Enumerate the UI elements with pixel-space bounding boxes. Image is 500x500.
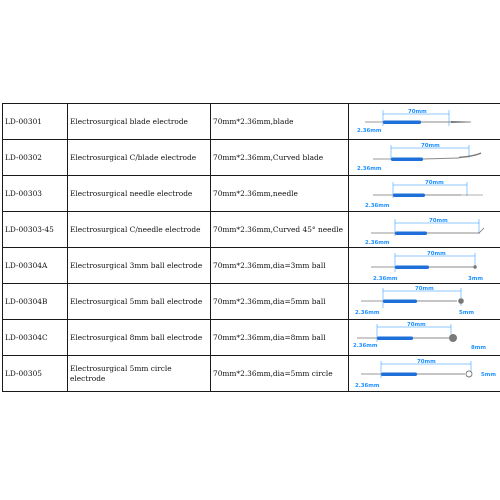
length-dimension-label: 70mm xyxy=(425,180,444,186)
diameter-dimension-label: 2.36mm xyxy=(353,343,378,349)
product-description: Electrosurgical 5mm ball electrode xyxy=(67,283,211,320)
product-code: LD-00302 xyxy=(2,139,68,176)
product-description: Electrosurgical 3mm ball electrode xyxy=(67,247,211,284)
curved-blade-electrode-illustration: 70mm 2.36mm xyxy=(357,143,482,172)
electrode-figure: 70mm 2.36mm xyxy=(348,139,500,176)
product-code: LD-00304C xyxy=(2,319,68,356)
product-spec: 70mm*2.36mm,dia=8mm ball xyxy=(210,319,349,356)
table-row: LD-00303-45 Electrosurgical C/needle ele… xyxy=(2,211,500,248)
length-dimension-label: 70mm xyxy=(417,359,436,365)
length-dimension-label: 70mm xyxy=(415,286,434,292)
electrode-figure: 70mm 2.36mm 5mm xyxy=(348,355,500,392)
diameter-dimension-label: 2.36mm xyxy=(357,166,382,172)
diameter-dimension-label: 2.36mm xyxy=(365,203,390,209)
product-spec: 70mm*2.36mm,Curved blade xyxy=(210,139,349,176)
tip-dimension-label: 5mm xyxy=(481,372,496,378)
length-dimension-label: 70mm xyxy=(429,218,448,224)
length-dimension-label: 70mm xyxy=(421,143,440,149)
length-dimension-label: 70mm xyxy=(427,251,446,257)
electrode-figure: 70mm 2.36mm 5mm xyxy=(348,283,500,320)
product-description: Electrosurgical C/blade electrode xyxy=(67,139,211,176)
diameter-dimension-label: 2.36mm xyxy=(355,383,380,389)
needle-electrode-illustration: 70mm 2.36mm xyxy=(365,180,483,209)
tip-dimension-label: 5mm xyxy=(459,310,474,316)
diameter-dimension-label: 2.36mm xyxy=(373,276,398,282)
product-description: Electrosurgical C/needle electrode xyxy=(67,211,211,248)
length-dimension-label: 70mm xyxy=(408,109,427,115)
electrode-figure: 70mm 2.36mm xyxy=(348,103,500,140)
table-row: LD-00303 Electrosurgical needle electrod… xyxy=(2,175,500,212)
product-description: Electrosurgical blade electrode xyxy=(67,103,211,140)
diameter-dimension-label: 2.36mm xyxy=(355,310,380,316)
table-row: LD-00305 Electrosurgical 5mm circle elec… xyxy=(2,355,500,392)
product-spec: 70mm*2.36mm,dia=5mm circle xyxy=(210,355,349,392)
blade-electrode-illustration: 70mm 2.36mm xyxy=(357,109,471,134)
product-spec: 70mm*2.36mm,blade xyxy=(210,103,349,140)
ball-electrode-illustration: 70mm 2.36mm 5mm xyxy=(355,286,474,316)
product-spec: 70mm*2.36mm,Curved 45° needle xyxy=(210,211,349,248)
product-code: LD-00304B xyxy=(2,283,68,320)
table-row: LD-00304B Electrosurgical 5mm ball elect… xyxy=(2,283,500,320)
table-row: LD-00304C Electrosurgical 8mm ball elect… xyxy=(2,319,500,356)
product-description: Electrosurgical 8mm ball electrode xyxy=(67,319,211,356)
product-spec: 70mm*2.36mm,needle xyxy=(210,175,349,212)
product-code: LD-00305 xyxy=(2,355,68,392)
electrode-figure: 70mm 2.36mm 3mm xyxy=(348,247,500,284)
tip-dimension-label: 3mm xyxy=(468,276,483,282)
electrode-catalog-table: LD-00301 Electrosurgical blade electrode… xyxy=(2,103,500,392)
circle-electrode-illustration: 70mm 2.36mm 5mm xyxy=(355,359,496,389)
product-spec: 70mm*2.36mm,dia=3mm ball xyxy=(210,247,349,284)
electrode-figure: 70mm 2.36mm xyxy=(348,175,500,212)
tip-dimension-label: 8mm xyxy=(471,345,486,351)
product-description: Electrosurgical 5mm circle electrode xyxy=(67,355,211,392)
ball-electrode-illustration: 70mm 2.36mm 8mm xyxy=(353,322,486,351)
product-spec: 70mm*2.36mm,dia=5mm ball xyxy=(210,283,349,320)
ball-electrode-illustration: 70mm 2.36mm 3mm xyxy=(371,251,483,282)
diameter-dimension-label: 2.36mm xyxy=(365,240,390,246)
product-code: LD-00304A xyxy=(2,247,68,284)
table-row: LD-00302 Electrosurgical C/blade electro… xyxy=(2,139,500,176)
product-code: LD-00303-45 xyxy=(2,211,68,248)
product-code: LD-00303 xyxy=(2,175,68,212)
curved-needle-electrode-illustration: 70mm 2.36mm xyxy=(365,218,485,246)
table-row: LD-00304A Electrosurgical 3mm ball elect… xyxy=(2,247,500,284)
table-row: LD-00301 Electrosurgical blade electrode… xyxy=(2,103,500,140)
diameter-dimension-label: 2.36mm xyxy=(357,128,382,134)
electrode-figure: 70mm 2.36mm xyxy=(348,211,500,248)
product-description: Electrosurgical needle electrode xyxy=(67,175,211,212)
length-dimension-label: 70mm xyxy=(407,322,426,328)
product-code: LD-00301 xyxy=(2,103,68,140)
electrode-figure: 70mm 2.36mm 8mm xyxy=(348,319,500,356)
